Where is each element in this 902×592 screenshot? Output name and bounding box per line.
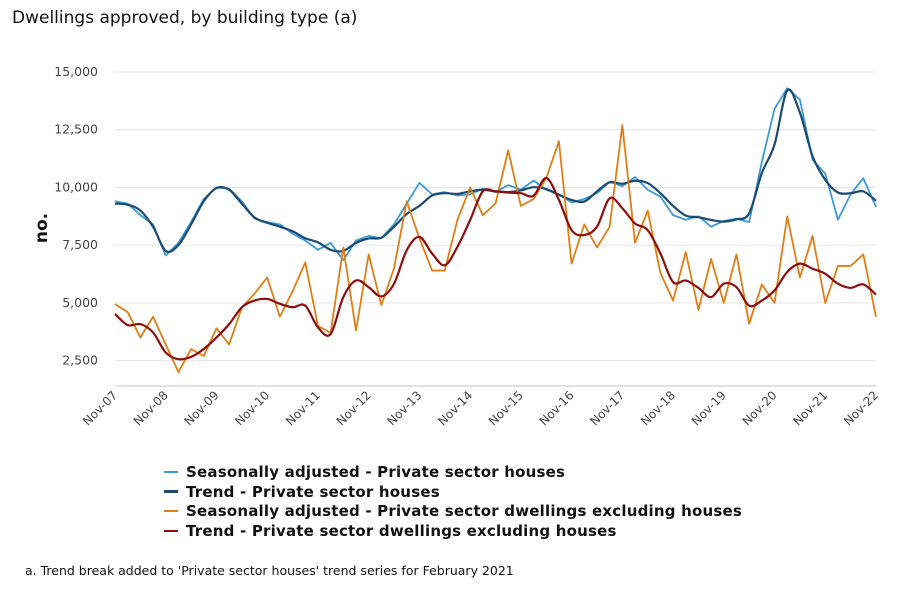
legend-item[interactable]: Trend - Private sector houses xyxy=(164,482,742,502)
legend-item[interactable]: Trend - Private sector dwellings excludi… xyxy=(164,521,742,541)
x-tick-label: Nov-14 xyxy=(435,388,475,428)
x-tick-label: Nov-18 xyxy=(638,388,678,428)
x-tick-label: Nov-10 xyxy=(232,388,272,428)
legend-label: Seasonally adjusted - Private sector hou… xyxy=(186,462,566,481)
y-tick-label: 5,000 xyxy=(62,295,98,310)
legend: Seasonally adjusted - Private sector hou… xyxy=(164,462,742,541)
legend-label: Trend - Private sector houses xyxy=(186,482,440,501)
series-line-2[interactable] xyxy=(114,88,877,254)
x-tick-label: Nov-21 xyxy=(790,388,830,428)
legend-marker xyxy=(164,470,178,474)
y-tick-label: 7,500 xyxy=(62,237,98,252)
x-tick-label: Nov-09 xyxy=(181,388,221,428)
legend-item[interactable]: Seasonally adjusted - Private sector hou… xyxy=(164,462,742,482)
legend-marker xyxy=(164,490,178,493)
y-axis-label: no. xyxy=(32,213,52,243)
y-tick-label: 2,500 xyxy=(62,353,98,368)
x-tick-label: Nov-12 xyxy=(334,388,374,428)
y-tick-label: 15,000 xyxy=(54,64,98,79)
legend-marker xyxy=(164,509,178,513)
x-tick-label: Nov-20 xyxy=(740,388,780,428)
x-tick-label: Nov-17 xyxy=(587,388,627,428)
x-tick-label: Nov-22 xyxy=(841,388,881,428)
x-tick-label: Nov-07 xyxy=(80,388,120,428)
y-tick-label: 12,500 xyxy=(54,122,98,137)
x-tick-label: Nov-11 xyxy=(283,388,323,428)
x-tick-label: Nov-16 xyxy=(537,388,577,428)
legend-marker xyxy=(164,529,178,533)
x-tick-label: Nov-15 xyxy=(486,388,526,428)
x-tick-label: Nov-13 xyxy=(384,388,424,428)
line-chart: 2,500 5,000 7,500 10,000 12,500 15,000 Nov-07… xyxy=(32,64,881,428)
legend-item[interactable]: Seasonally adjusted - Private sector dwe… xyxy=(164,501,742,521)
chart-title: Dwellings approved, by building type (a) xyxy=(12,8,358,28)
series-line-4[interactable] xyxy=(114,176,877,361)
x-tick-label: Nov-19 xyxy=(689,388,729,428)
footnote: a. Trend break added to 'Private sector … xyxy=(25,563,514,578)
x-tick-label: Nov-08 xyxy=(131,388,171,428)
legend-label: Trend - Private sector dwellings excludi… xyxy=(186,521,617,540)
legend-label: Seasonally adjusted - Private sector dwe… xyxy=(186,502,742,521)
y-tick-label: 10,000 xyxy=(54,179,98,194)
